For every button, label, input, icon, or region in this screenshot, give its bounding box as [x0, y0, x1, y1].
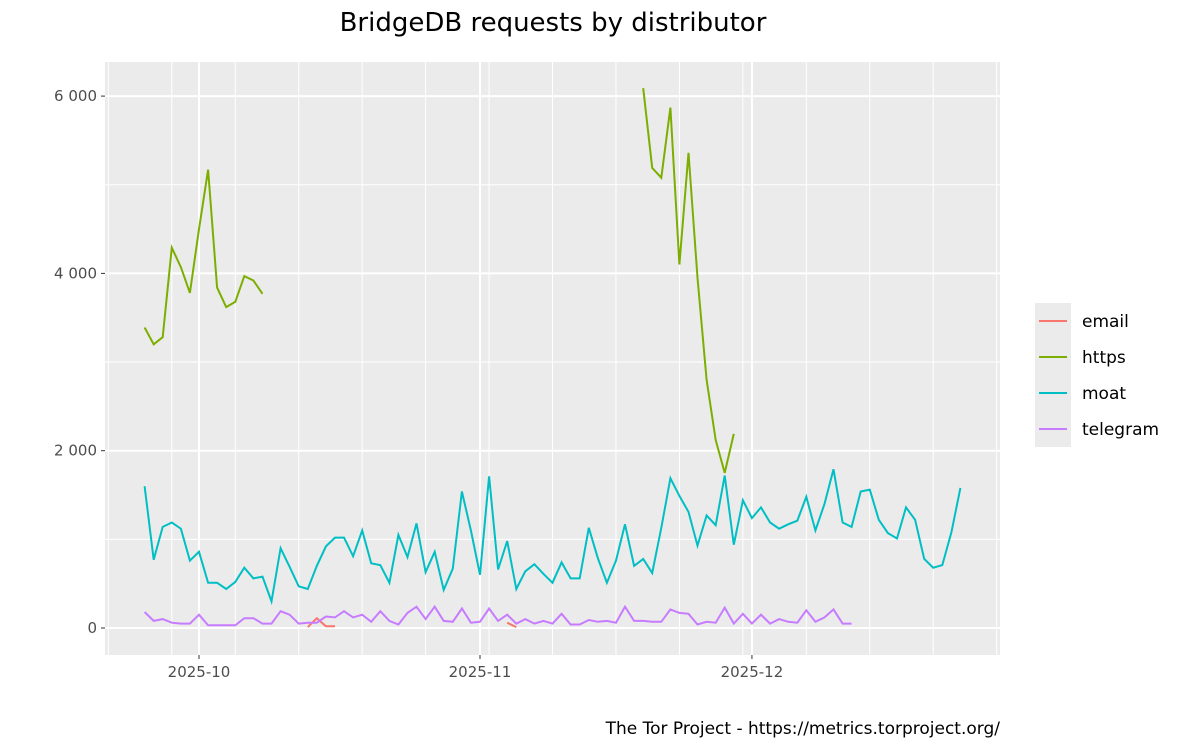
- y-tick-label: 2 000: [54, 442, 97, 460]
- series-lines: [143, 87, 962, 629]
- legend-label-telegram: telegram: [1082, 420, 1159, 440]
- x-axis: 2025-10 2025-11 2025-12: [168, 655, 784, 681]
- series-line-email: [506, 621, 517, 629]
- legend: email https moat telegram: [1035, 303, 1159, 447]
- y-tick-label: 6 000: [54, 87, 97, 105]
- chart-title: BridgeDB requests by distributor: [340, 8, 767, 38]
- caption: The Tor Project - https://metrics.torpro…: [605, 719, 1001, 739]
- series-line-telegram: [143, 604, 852, 627]
- legend-label-moat: moat: [1082, 384, 1126, 404]
- series-line-https: [642, 87, 735, 474]
- y-axis: 0 2 000 4 000 6 000: [54, 87, 105, 637]
- x-tick-label: 2025-11: [449, 663, 512, 681]
- legend-key-background: [1035, 303, 1071, 447]
- legend-label-email: email: [1082, 312, 1129, 332]
- major-gridlines: [105, 62, 1000, 655]
- y-tick-label: 4 000: [54, 264, 97, 282]
- x-tick-label: 2025-12: [721, 663, 784, 681]
- minor-gridlines: [105, 62, 1000, 655]
- y-tick-label: 0: [87, 619, 97, 637]
- legend-label-https: https: [1082, 348, 1126, 368]
- series-line-moat: [143, 469, 962, 606]
- series-line-https: [143, 169, 264, 346]
- x-tick-label: 2025-10: [168, 663, 231, 681]
